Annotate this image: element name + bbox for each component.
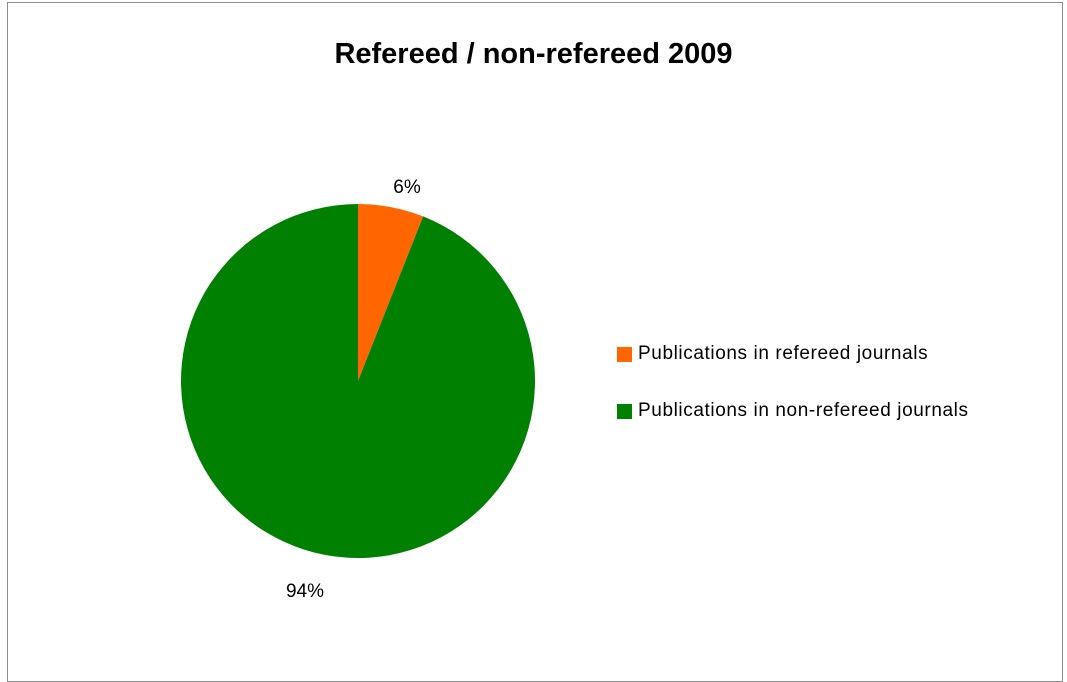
pie-chart: 6% 94% bbox=[180, 177, 536, 602]
pie-data-labels: 6% 94% bbox=[286, 177, 421, 602]
pie-slices bbox=[180, 204, 536, 558]
data-label-non-refereed: 94% bbox=[286, 581, 324, 602]
legend: Publications in refereed journals Public… bbox=[617, 340, 969, 454]
chart-frame bbox=[7, 2, 1063, 682]
legend-label-refereed: Publications in refereed journals bbox=[638, 343, 929, 364]
data-label-refereed: 6% bbox=[393, 177, 421, 198]
pie-slice-non-refereed bbox=[180, 204, 536, 558]
legend-label-non-refereed: Publications in non-refereed journals bbox=[638, 400, 969, 421]
pie-slice-refereed bbox=[358, 204, 424, 381]
legend-item-refereed: Publications in refereed journals bbox=[617, 340, 969, 368]
legend-item-non-refereed: Publications in non-refereed journals bbox=[617, 397, 969, 425]
legend-swatch-non-refereed bbox=[617, 403, 632, 419]
chart-title: Refereed / non-refereed 2009 bbox=[334, 38, 733, 70]
legend-swatch-refereed bbox=[617, 346, 632, 362]
